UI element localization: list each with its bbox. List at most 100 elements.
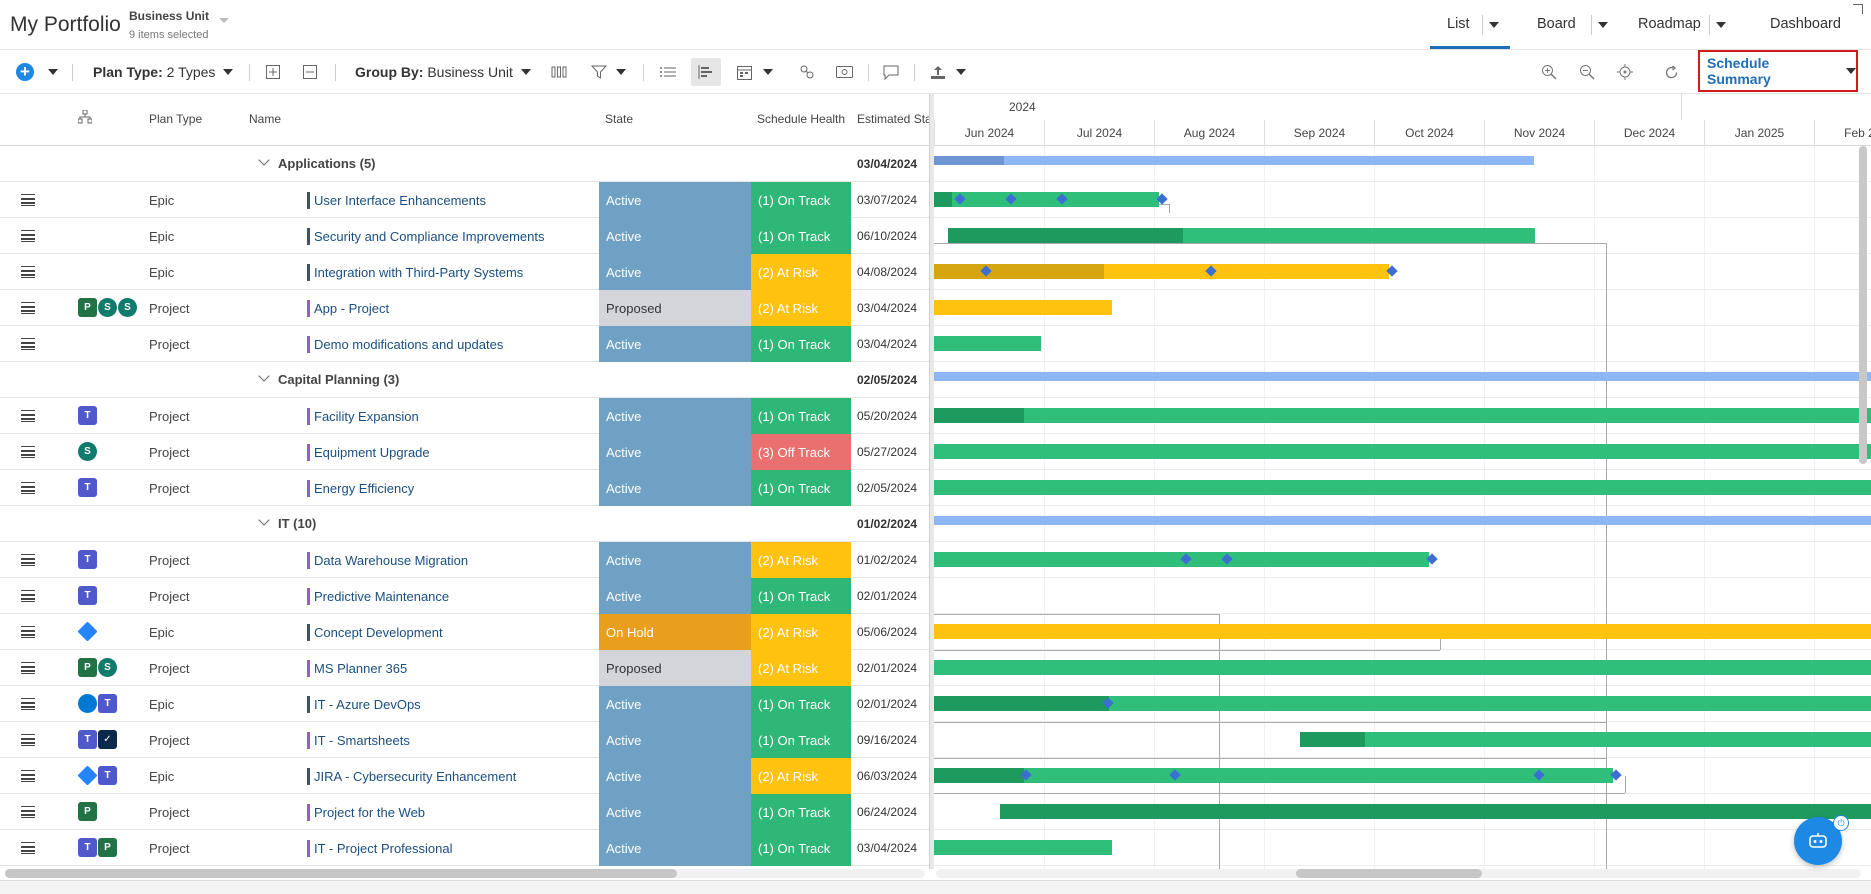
table-row[interactable]: Project Demo modifications and updates Act… — [0, 326, 929, 362]
chevron-down-icon[interactable] — [956, 69, 966, 75]
row-menu-icon[interactable] — [21, 482, 35, 494]
item-name-link[interactable]: Concept Development — [314, 625, 443, 640]
list-view-icon[interactable] — [657, 61, 679, 83]
tab-board[interactable]: Board — [1537, 16, 1576, 32]
table-row[interactable]: T Project Facility Expansion Active (1) On T… — [0, 398, 929, 434]
item-name-link[interactable]: Equipment Upgrade — [314, 445, 430, 460]
filter-dropdown[interactable] — [608, 50, 626, 94]
chevron-down-icon[interactable] — [258, 370, 270, 382]
state-cell[interactable]: Active — [599, 578, 751, 614]
state-cell[interactable]: Active — [599, 722, 751, 758]
chevron-down-icon[interactable] — [520, 69, 531, 75]
item-name-link[interactable]: IT - Smartsheets — [314, 733, 410, 748]
table-row[interactable]: T Epic IT - Azure DevOps Active (1) On Track… — [0, 686, 929, 722]
chevron-down-icon[interactable] — [1482, 15, 1502, 35]
table-row[interactable]: P S Project MS Planner 365 Proposed (2) At Ri… — [0, 650, 929, 686]
row-menu-icon[interactable] — [21, 770, 35, 782]
table-row[interactable]: T Project Data Warehouse Migration Active (2… — [0, 542, 929, 578]
row-menu-icon[interactable] — [21, 842, 35, 854]
chevron-down-icon[interactable] — [616, 69, 626, 75]
calendar-icon[interactable] — [733, 61, 755, 83]
schedule-summary-dropdown[interactable]: Schedule Summary — [1698, 50, 1858, 92]
state-cell[interactable]: Active — [599, 686, 751, 722]
row-menu-icon[interactable] — [21, 230, 35, 242]
budget-icon[interactable] — [833, 61, 855, 83]
item-name-link[interactable]: Project for the Web — [314, 805, 426, 820]
column-header-state[interactable]: State — [605, 112, 634, 126]
vertical-scrollbar[interactable] — [1859, 146, 1867, 464]
row-menu-icon[interactable] — [21, 338, 35, 350]
resource-icon[interactable] — [796, 61, 818, 83]
table-row[interactable]: Epic Security and Compliance Improvements… — [0, 218, 929, 254]
state-cell[interactable]: Active — [599, 542, 751, 578]
item-name-link[interactable]: IT - Azure DevOps — [314, 697, 421, 712]
chevron-down-icon[interactable] — [1591, 15, 1611, 35]
schedule-bar[interactable] — [934, 768, 1613, 783]
schedule-bar[interactable] — [1000, 804, 1871, 819]
item-name-link[interactable]: Security and Compliance Improvements — [314, 229, 545, 244]
row-menu-icon[interactable] — [21, 410, 35, 422]
chevron-down-icon[interactable] — [1846, 68, 1856, 74]
table-row[interactable]: T ✓ Project IT - Smartsheets Active (1) On Tr… — [0, 722, 929, 758]
table-row[interactable]: Epic Concept Development On Hold (2) At Ris… — [0, 614, 929, 650]
item-name-link[interactable]: Facility Expansion — [314, 409, 419, 424]
group-summary-bar[interactable] — [934, 372, 1871, 381]
export-icon[interactable] — [927, 61, 949, 83]
group-row[interactable]: IT (10) 01/02/2024 — [0, 506, 929, 542]
group-summary-bar[interactable] — [934, 516, 1871, 525]
power-icon[interactable]: ⏻ — [1833, 815, 1849, 831]
zoom-out-icon[interactable] — [1576, 61, 1598, 83]
calendar-dropdown[interactable] — [755, 50, 773, 94]
table-row[interactable]: P Project Project for the Web Active (1) On … — [0, 794, 929, 830]
schedule-bar[interactable] — [1300, 732, 1871, 747]
row-menu-icon[interactable] — [21, 698, 35, 710]
business-unit-selector[interactable]: Business Unit — [129, 9, 210, 23]
row-menu-icon[interactable] — [21, 806, 35, 818]
chevron-down-icon[interactable] — [219, 18, 229, 23]
state-cell[interactable]: Proposed — [599, 290, 751, 326]
chevron-down-icon[interactable] — [1709, 15, 1729, 35]
state-cell[interactable]: Active — [599, 794, 751, 830]
tab-dashboard[interactable]: Dashboard — [1770, 16, 1841, 32]
schedule-bar[interactable] — [934, 624, 1871, 639]
row-menu-icon[interactable] — [21, 302, 35, 314]
row-menu-icon[interactable] — [21, 554, 35, 566]
schedule-bar[interactable] — [934, 696, 1871, 711]
item-name-link[interactable]: Demo modifications and updates — [314, 337, 504, 352]
schedule-bar[interactable] — [934, 336, 1041, 351]
table-row[interactable]: S Project Equipment Upgrade Active (3) Off T… — [0, 434, 929, 470]
schedule-bar[interactable] — [934, 480, 1871, 495]
column-header-schedule-health[interactable]: Schedule Health — [757, 112, 846, 126]
state-cell[interactable]: Active — [599, 434, 751, 470]
item-name-link[interactable]: Data Warehouse Migration — [314, 553, 469, 568]
schedule-bar[interactable] — [934, 660, 1871, 675]
row-menu-icon[interactable] — [21, 446, 35, 458]
column-header-name[interactable]: Name — [249, 112, 282, 126]
expand-all-icon[interactable] — [262, 61, 284, 83]
schedule-bar[interactable] — [934, 840, 1112, 855]
row-menu-icon[interactable] — [21, 626, 35, 638]
group-row[interactable]: Capital Planning (3) 02/05/2024 — [0, 362, 929, 398]
table-row[interactable]: P S S Project App - Project Proposed (2) At Ri… — [0, 290, 929, 326]
chevron-down-icon[interactable] — [763, 69, 773, 75]
item-name-link[interactable]: User Interface Enhancements — [314, 193, 486, 208]
row-menu-icon[interactable] — [21, 590, 35, 602]
table-row[interactable]: Epic Integration with Third-Party Systems… — [0, 254, 929, 290]
row-menu-icon[interactable] — [21, 662, 35, 674]
zoom-in-icon[interactable] — [1538, 61, 1560, 83]
add-dropdown[interactable] — [40, 50, 58, 94]
table-row[interactable]: Epic User Interface Enhancements Active (1)… — [0, 182, 929, 218]
tab-roadmap[interactable]: Roadmap — [1638, 16, 1701, 32]
filter-icon[interactable] — [588, 61, 610, 83]
export-dropdown[interactable] — [948, 50, 966, 94]
schedule-bar[interactable] — [934, 408, 1871, 423]
column-header-estimated-start[interactable]: Estimated Start — [857, 112, 929, 126]
collapse-all-icon[interactable] — [299, 61, 321, 83]
state-cell[interactable]: On Hold — [599, 614, 751, 650]
table-row[interactable]: T P Project IT - Project Professional Active… — [0, 830, 929, 866]
item-name-link[interactable]: Predictive Maintenance — [314, 589, 450, 604]
item-name-link[interactable]: MS Planner 365 — [314, 661, 408, 676]
item-name-link[interactable]: Energy Efficiency — [314, 481, 415, 496]
chevron-down-icon[interactable] — [258, 514, 270, 526]
item-name-link[interactable]: JIRA - Cybersecurity Enhancement — [314, 769, 517, 784]
